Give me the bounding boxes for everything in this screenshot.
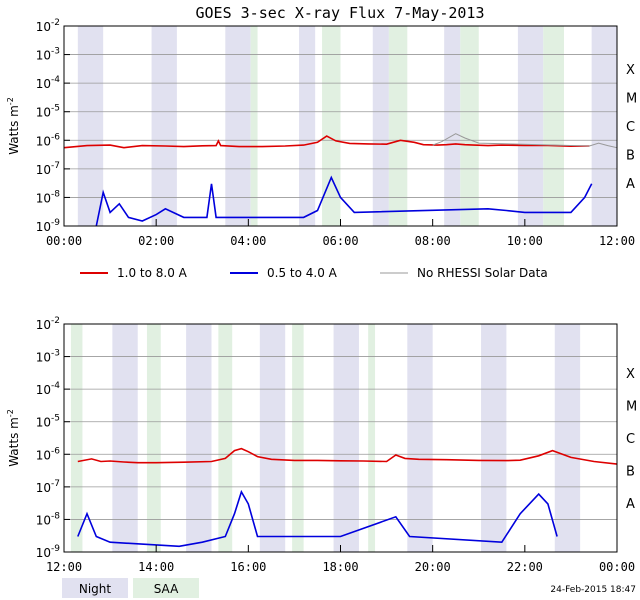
x-tick-label-5: 10:00 xyxy=(507,234,543,248)
top-panel-y-ticks: 10-2 10-3 10-4 10-5 10-6 10-7 10-8 10-9 xyxy=(36,18,70,234)
saa-band-3 xyxy=(292,324,304,552)
top-panel-gridlines xyxy=(64,25,617,227)
legend-label-no-rhessi: No RHESSI Solar Data xyxy=(417,266,548,280)
night-band-6 xyxy=(554,324,581,552)
series-line-0 xyxy=(63,135,590,149)
x-tick-label-4: 20:00 xyxy=(415,560,451,574)
legend-label-short-channel: 0.5 to 4.0 A xyxy=(267,266,338,280)
saa-band-4 xyxy=(543,26,565,226)
night-band-4 xyxy=(372,26,389,226)
bottom-panel-chart: 10-2 10-3 10-4 10-5 10-6 10-7 10-8 10-9 12:00 14… xyxy=(6,316,637,574)
y-tick-label-4: 10-6 xyxy=(36,446,61,462)
generation-timestamp: 24-Feb-2015 18:47 xyxy=(550,585,636,595)
series-line-2 xyxy=(95,175,593,227)
x-tick-label-5: 22:00 xyxy=(507,560,543,574)
night-band-3 xyxy=(299,26,316,226)
flare-class-X: X xyxy=(626,367,635,382)
night-band-0 xyxy=(112,324,138,552)
night-band-1 xyxy=(151,26,177,226)
night-band-7 xyxy=(591,26,617,226)
bottom-panel-flare-classes: X M C B A xyxy=(626,367,637,512)
y-tick-label-3: 10-5 xyxy=(36,414,60,430)
x-tick-label-0: 12:00 xyxy=(46,560,82,574)
top-panel-series xyxy=(63,133,618,227)
y-tick-label-7: 10-9 xyxy=(36,544,61,560)
y-tick-label-0: 10-2 xyxy=(36,316,60,332)
flare-class-M: M xyxy=(626,399,637,414)
saa-band-2 xyxy=(388,26,408,226)
top-panel-y-label: Watts m-2 xyxy=(6,97,21,155)
x-tick-label-1: 14:00 xyxy=(138,560,174,574)
saa-legend-label: SAA xyxy=(154,582,179,596)
flare-class-A: A xyxy=(626,497,635,512)
night-legend-swatch xyxy=(62,578,128,598)
x-tick-label-3: 18:00 xyxy=(322,560,358,574)
y-tick-label-2: 10-4 xyxy=(36,381,61,397)
night-band-3 xyxy=(333,324,359,552)
saa-band-1 xyxy=(322,26,341,226)
saa-legend-swatch xyxy=(133,578,199,598)
night-band-4 xyxy=(407,324,433,552)
night-legend-label: Night xyxy=(79,582,112,596)
flare-class-A: A xyxy=(626,177,635,192)
night-band-1 xyxy=(186,324,212,552)
series-line-0 xyxy=(77,447,618,465)
y-tick-label-4: 10-6 xyxy=(36,132,61,148)
saa-band-1 xyxy=(146,324,161,552)
night-band-5 xyxy=(444,26,461,226)
bottom-panel-x-ticks: 12:00 14:00 16:00 18:00 20:00 22:00 00:00 xyxy=(46,545,635,574)
bottom-panel-y-ticks: 10-2 10-3 10-4 10-5 10-6 10-7 10-8 10-9 xyxy=(36,316,70,560)
shading-legend: Night SAA xyxy=(62,578,199,598)
y-tick-label-1: 10-3 xyxy=(36,349,60,365)
top-panel-x-ticks: 00:00 02:00 04:00 06:00 08:00 10:00 12:00 xyxy=(46,219,635,248)
saa-band-3 xyxy=(460,26,479,226)
y-tick-label-5: 10-7 xyxy=(36,161,60,177)
saa-band-2 xyxy=(218,324,233,552)
y-tick-label-0: 10-2 xyxy=(36,18,60,34)
x-tick-label-6: 12:00 xyxy=(599,234,635,248)
flare-class-B: B xyxy=(626,149,635,164)
night-band-2 xyxy=(259,324,286,552)
y-tick-label-6: 10-8 xyxy=(36,511,61,527)
night-band-0 xyxy=(77,26,104,226)
series-line-1 xyxy=(77,489,558,548)
bottom-panel-y-label: Watts m-2 xyxy=(6,409,21,467)
flare-class-M: M xyxy=(626,91,637,106)
y-tick-label-2: 10-4 xyxy=(36,75,61,91)
x-tick-label-1: 02:00 xyxy=(138,234,174,248)
night-band-6 xyxy=(517,26,544,226)
x-tick-label-4: 08:00 xyxy=(415,234,451,248)
top-panel-chart: 10-2 10-3 10-4 10-5 10-6 10-7 10-8 10-9 00:00 02… xyxy=(6,18,637,248)
series-line-1 xyxy=(432,133,618,149)
y-tick-label-6: 10-8 xyxy=(36,189,61,205)
night-band-2 xyxy=(225,26,251,226)
x-tick-label-0: 00:00 xyxy=(46,234,82,248)
saa-band-4 xyxy=(368,324,376,552)
saa-band-0 xyxy=(70,324,83,552)
flare-class-C: C xyxy=(626,432,635,447)
x-tick-label-3: 06:00 xyxy=(322,234,358,248)
x-tick-label-2: 16:00 xyxy=(230,560,266,574)
x-tick-label-2: 04:00 xyxy=(230,234,266,248)
flare-class-C: C xyxy=(626,120,635,135)
night-band-5 xyxy=(481,324,507,552)
saa-band-0 xyxy=(250,26,258,226)
series-legend: 1.0 to 8.0 A 0.5 to 4.0 A No RHESSI Sola… xyxy=(80,266,548,280)
flare-class-X: X xyxy=(626,63,635,78)
figure-title: GOES 3-sec X-ray Flux 7-May-2013 xyxy=(196,4,485,22)
y-tick-label-7: 10-9 xyxy=(36,218,61,234)
y-tick-label-5: 10-7 xyxy=(36,479,60,495)
bottom-panel-series xyxy=(77,447,618,548)
top-panel-shading xyxy=(77,26,617,226)
flare-class-B: B xyxy=(626,465,635,480)
legend-label-long-channel: 1.0 to 8.0 A xyxy=(117,266,188,280)
bottom-panel-shading xyxy=(70,324,581,552)
y-tick-label-1: 10-3 xyxy=(36,47,60,63)
x-tick-label-6: 00:00 xyxy=(599,560,635,574)
y-tick-label-3: 10-5 xyxy=(36,104,60,120)
